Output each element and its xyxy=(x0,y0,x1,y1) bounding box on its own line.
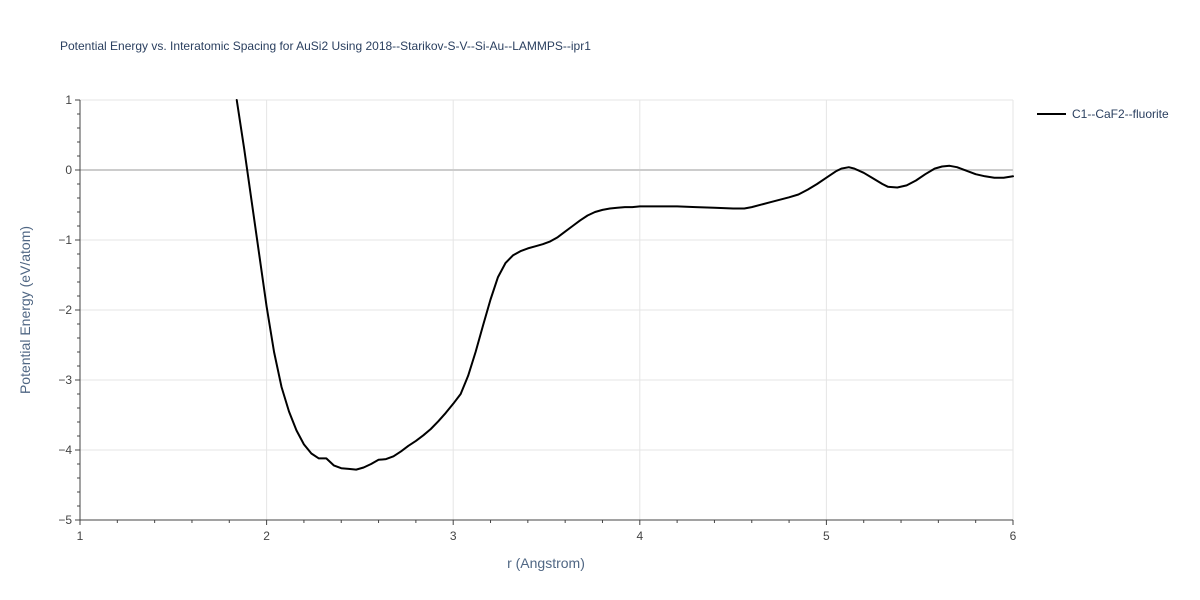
x-tick-label: 2 xyxy=(263,529,270,543)
axes xyxy=(75,99,1014,525)
x-tick-label: 4 xyxy=(636,529,643,543)
y-tick-label: −3 xyxy=(58,373,72,387)
legend: C1--CaF2--fluorite xyxy=(1037,107,1169,121)
y-tick-label: 1 xyxy=(65,93,72,107)
y-tick-label: 0 xyxy=(65,163,72,177)
x-tick-label: 1 xyxy=(77,529,84,543)
tick-labels: 1 2 3 4 5 6 1 0 −1 −2 −3 −4 −5 xyxy=(58,93,1016,543)
x-tick-label: 6 xyxy=(1010,529,1017,543)
y-tick-label: −5 xyxy=(58,513,72,527)
y-tick-label: −1 xyxy=(58,233,72,247)
grid-lines xyxy=(80,99,1014,520)
x-axis-title: r (Angstrom) xyxy=(507,555,585,571)
series-line xyxy=(235,99,1014,471)
x-tick-label: 5 xyxy=(823,529,830,543)
chart-title: Potential Energy vs. Interatomic Spacing… xyxy=(60,39,591,53)
series-layer xyxy=(235,99,1014,471)
x-tick-label: 3 xyxy=(450,529,457,543)
legend-label: C1--CaF2--fluorite xyxy=(1072,107,1169,121)
y-tick-label: −4 xyxy=(58,443,72,457)
y-axis-title: Potential Energy (eV/atom) xyxy=(17,226,33,394)
y-tick-label: −2 xyxy=(58,303,72,317)
